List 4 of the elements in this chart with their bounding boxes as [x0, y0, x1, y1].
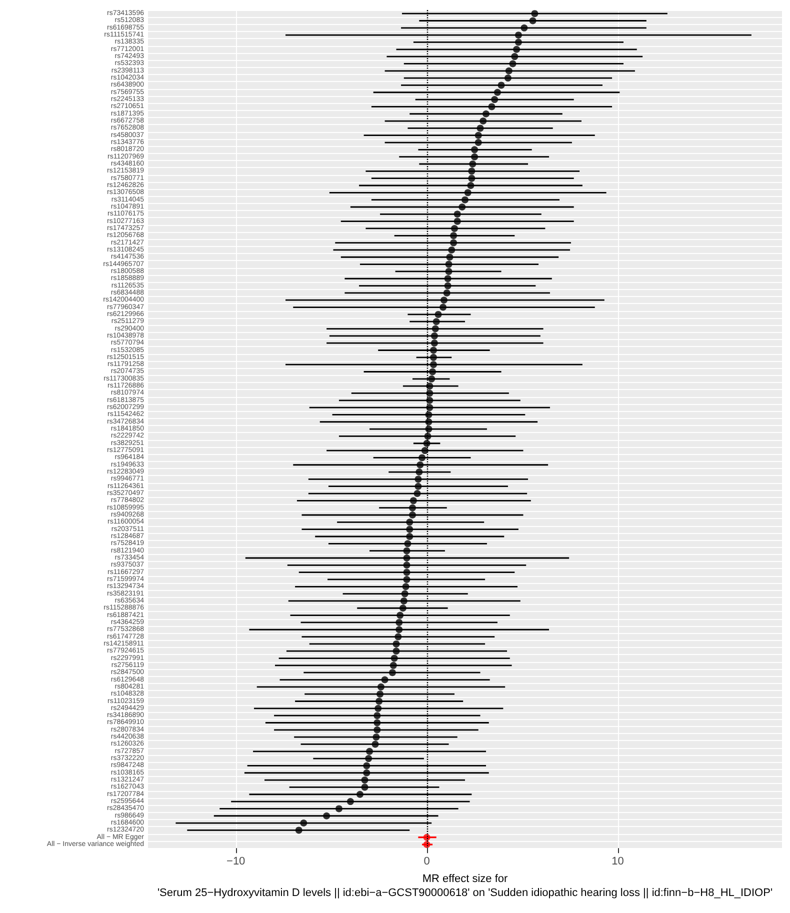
x-tick-label: −10: [226, 856, 246, 868]
x-tick-label: 0: [424, 856, 430, 868]
x-axis-title: MR effect size for 'Serum 25−Hydroxyvitamin D levels || id:ebi−a−GCST90000618' on 'Sudden idiopathic hearing loss || id:finn−b−H8_HL_IDIOP': [157, 873, 773, 899]
x-tick-label: 10: [612, 856, 624, 868]
